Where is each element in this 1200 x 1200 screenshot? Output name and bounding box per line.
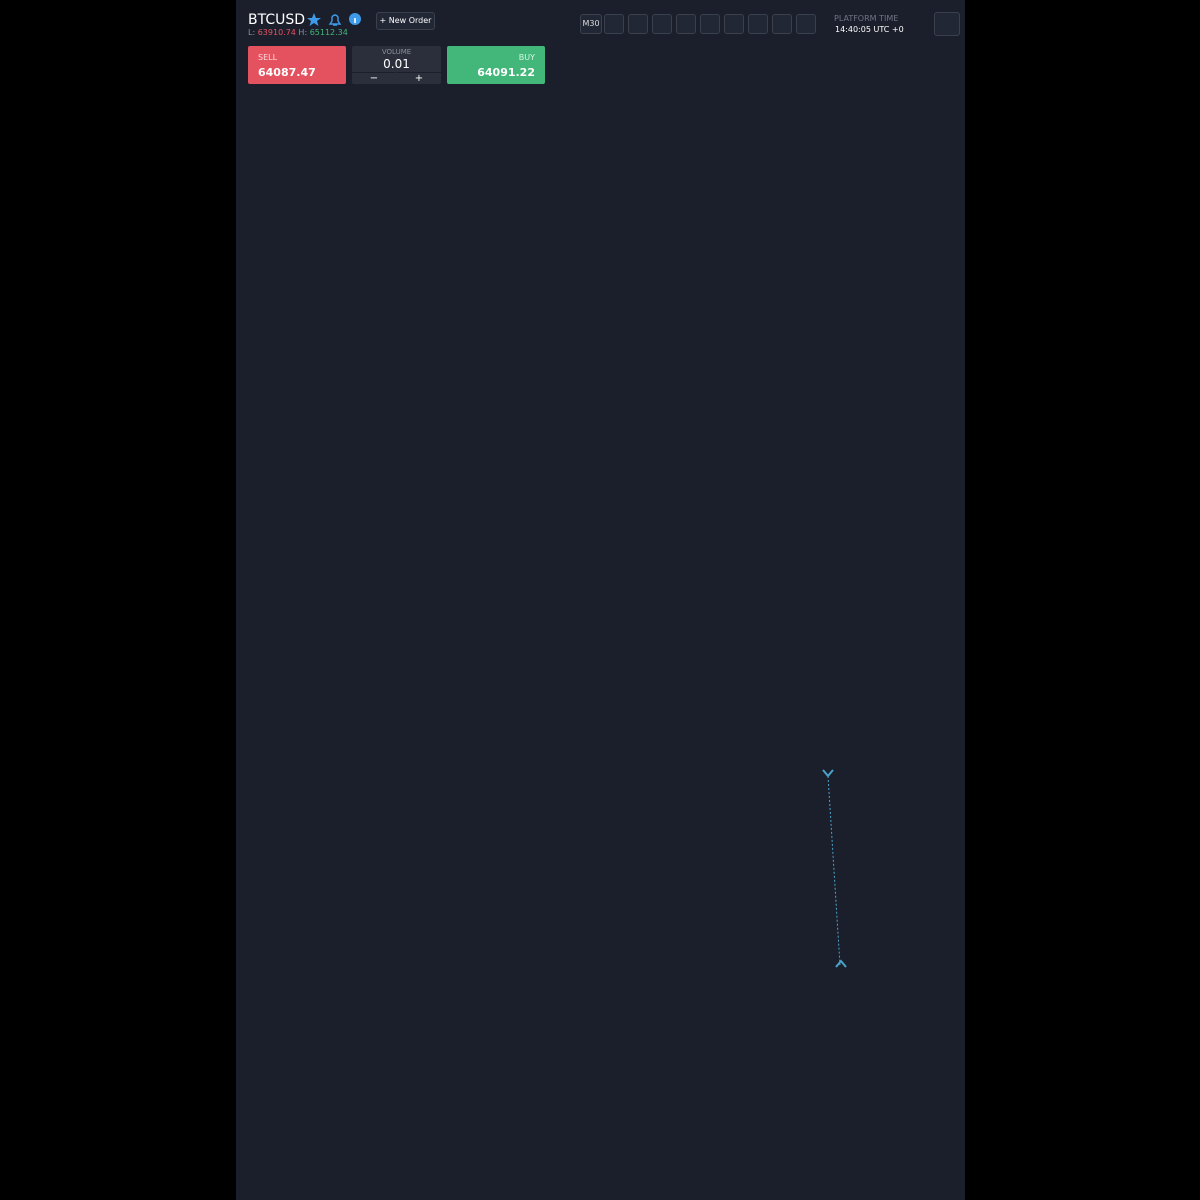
symbol[interactable]: BTCUSD <box>248 12 306 28</box>
fit-button[interactable] <box>700 14 720 34</box>
volume-decrease[interactable]: − <box>352 72 396 85</box>
trade-marker <box>835 959 847 968</box>
info-glyph <box>354 18 356 23</box>
favorite-icon[interactable] <box>307 13 321 26</box>
sell-label: SELL <box>258 53 278 62</box>
draw-button[interactable] <box>724 14 744 34</box>
buy-label: BUY <box>518 53 535 62</box>
volume-increase[interactable]: + <box>397 72 441 85</box>
chart-type-button[interactable] <box>604 14 624 34</box>
alert-icon[interactable] <box>328 14 342 26</box>
shape-button[interactable] <box>628 14 648 34</box>
scroll-end-button[interactable] <box>796 14 816 34</box>
indicator-button[interactable] <box>748 14 768 34</box>
volume-value[interactable]: 0.01 <box>383 57 410 71</box>
timeframe-button[interactable]: M30 <box>580 14 602 34</box>
zoom-out-button[interactable] <box>652 14 672 34</box>
volume-label: VOLUME <box>381 48 412 56</box>
low-label: L: <box>248 28 256 37</box>
new-order-button[interactable]: + New Order <box>376 12 435 30</box>
platform-time: 14:40:05 UTC +0 <box>835 25 904 34</box>
buy-price: 64091.22 <box>477 66 535 79</box>
high-value: 65112.34 <box>309 28 348 37</box>
overlay <box>822 769 847 968</box>
settings-button[interactable] <box>772 14 792 34</box>
trade-link <box>827 775 841 966</box>
volume-box: VOLUME 0.01 − + <box>352 46 441 84</box>
high-label: H: <box>298 28 308 37</box>
sell-price: 64087.47 <box>258 66 316 79</box>
symbol-icons <box>307 13 361 26</box>
fullscreen-button[interactable] <box>934 12 960 36</box>
low-value: 63910.74 <box>257 28 296 37</box>
platform-time-label: PLATFORM TIME <box>834 14 899 23</box>
buy-button[interactable]: BUY 64091.22 <box>447 46 545 84</box>
sell-button[interactable]: SELL 64087.47 <box>248 46 346 84</box>
chart-panel <box>236 0 965 1200</box>
range: L: 63910.74 H: 65112.34 <box>248 28 348 37</box>
zoom-in-button[interactable] <box>676 14 696 34</box>
